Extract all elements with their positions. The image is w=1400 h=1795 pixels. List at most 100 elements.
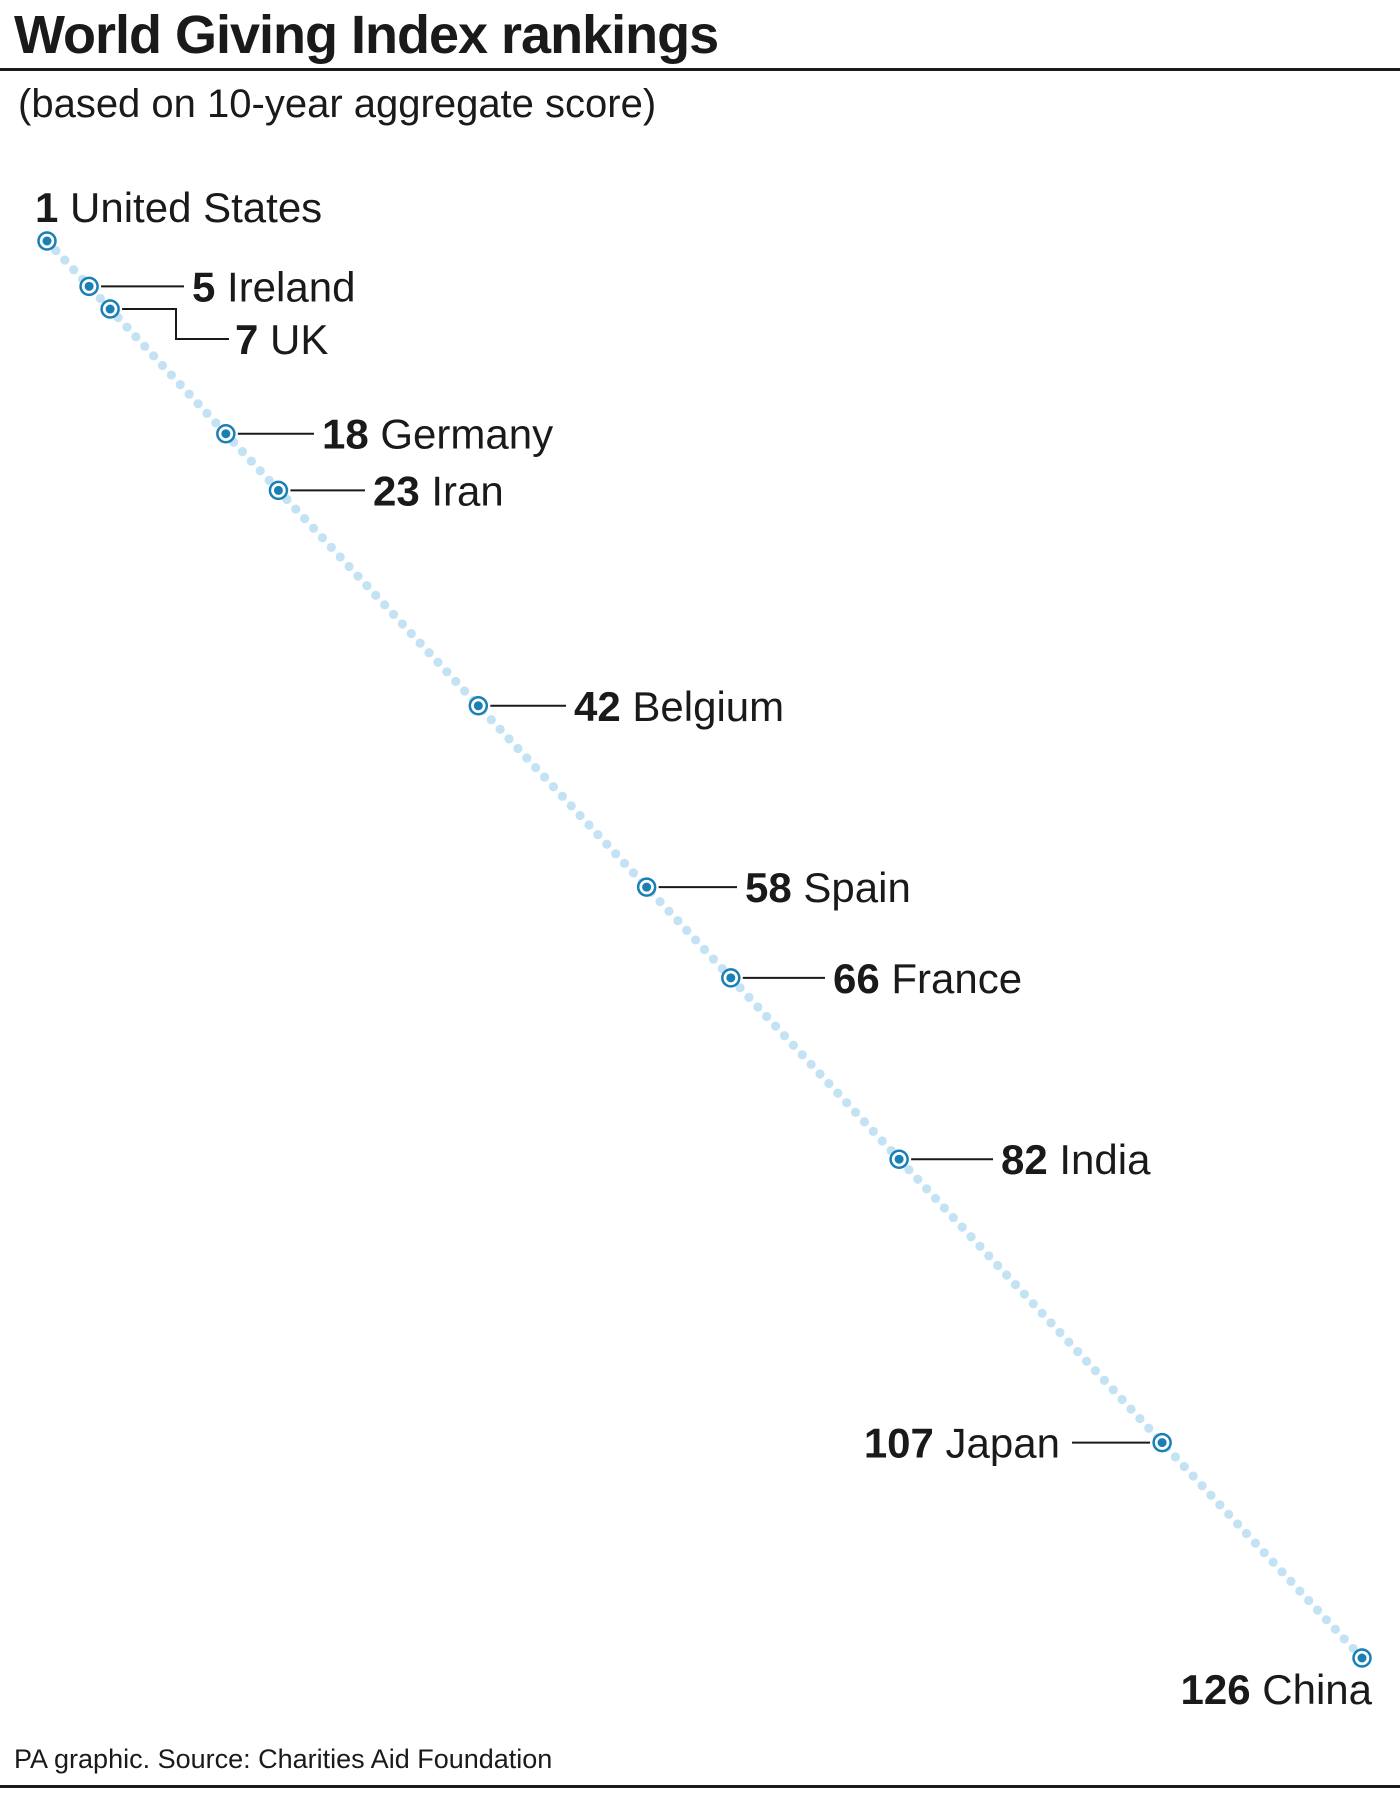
rank-label: 42 Belgium	[574, 683, 784, 730]
trail-dot	[1259, 1548, 1269, 1558]
trail-dot	[424, 648, 434, 658]
trail-dot	[415, 638, 425, 648]
trail-dot	[1233, 1519, 1243, 1529]
trail-dot	[1170, 1452, 1181, 1462]
trail-dot	[788, 1040, 798, 1050]
trail-dot	[815, 1069, 825, 1079]
trail-dot	[326, 542, 336, 552]
trail-dot	[1197, 1481, 1207, 1491]
connector-line	[122, 308, 229, 340]
country-name: France	[880, 955, 1022, 1002]
trail-dot	[753, 1002, 763, 1012]
trail-dot	[708, 954, 718, 964]
trail-dot	[557, 791, 567, 801]
trail-dot	[1312, 1605, 1323, 1615]
chart-subtitle: (based on 10-year aggregate score)	[18, 82, 657, 126]
trail-dot	[140, 341, 150, 351]
trail-dot	[451, 676, 461, 687]
trail-dot	[1241, 1528, 1252, 1539]
trail-dot	[1126, 1404, 1136, 1414]
rank-label: 66 France	[833, 955, 1022, 1002]
country-name: United States	[58, 184, 322, 231]
trail-dot	[628, 868, 639, 878]
trail-dot	[60, 255, 70, 265]
trail-dot	[1215, 1500, 1225, 1510]
chart-title: World Giving Index rankings	[14, 5, 719, 65]
trail-dot	[939, 1203, 949, 1213]
trail-dot	[1268, 1557, 1278, 1567]
trail-dot	[175, 380, 185, 390]
trail-dot	[948, 1212, 958, 1223]
trail-dot	[548, 782, 559, 792]
rank-number: 1	[35, 184, 58, 231]
trail-dot	[1206, 1490, 1216, 1500]
trail-dot	[1108, 1385, 1118, 1395]
trail-dot	[824, 1078, 834, 1089]
trail-dot	[842, 1098, 852, 1108]
trail-dot	[1037, 1308, 1047, 1318]
trail-dot	[664, 906, 674, 916]
trail-dot	[513, 743, 523, 754]
trail-dot	[406, 628, 416, 639]
trail-dot	[433, 657, 443, 667]
footer-divider	[0, 1785, 1400, 1788]
rank-label: 126 China	[1181, 1666, 1373, 1713]
rank-label: 18 Germany	[322, 411, 553, 458]
country-name: China	[1251, 1666, 1373, 1713]
rank-marker-core	[642, 882, 652, 892]
trail-dot	[584, 820, 594, 830]
trail-dot	[166, 370, 176, 380]
rank-markers	[37, 231, 1372, 1668]
trail-dot	[975, 1241, 985, 1251]
trail-dot	[1028, 1299, 1038, 1309]
trail-dot	[966, 1232, 976, 1242]
trail-dot	[682, 925, 692, 935]
trail-dot	[122, 322, 132, 332]
trail-dot	[1286, 1576, 1296, 1587]
rank-number: 42	[574, 683, 621, 730]
trail-dot	[264, 475, 274, 485]
trail-dot	[699, 944, 710, 955]
country-name: Belgium	[621, 683, 784, 730]
trail-dot	[291, 504, 301, 514]
trail-dot	[371, 590, 381, 600]
trail-dot	[344, 561, 354, 572]
trail-dot	[673, 916, 683, 926]
rank-label: 7 UK	[235, 316, 328, 363]
rank-number: 126	[1181, 1666, 1251, 1713]
trail-dot	[993, 1260, 1003, 1271]
trail-dot	[1001, 1270, 1012, 1280]
rank-number: 66	[833, 955, 880, 1002]
trail-dot	[1321, 1615, 1332, 1625]
trail-dot	[1046, 1318, 1056, 1328]
rank-number: 82	[1001, 1136, 1048, 1183]
trail-dot	[655, 897, 665, 907]
trail-dot	[531, 762, 541, 773]
trail-dot	[806, 1059, 816, 1069]
trail-dot	[1250, 1538, 1260, 1548]
trail-dot	[1144, 1423, 1154, 1433]
trail-dot	[913, 1174, 923, 1184]
trail-dot	[922, 1184, 932, 1194]
trail-dot	[1010, 1280, 1021, 1290]
rank-marker-core	[1357, 1653, 1367, 1663]
trail-dot	[566, 801, 576, 811]
trail-dot	[1295, 1586, 1305, 1596]
trail-dot	[1339, 1634, 1349, 1644]
trail-dot	[300, 514, 310, 524]
trail-dot	[779, 1031, 790, 1041]
trail-dot	[149, 351, 159, 361]
trail-dot	[504, 734, 514, 744]
trail-dot	[1179, 1461, 1189, 1472]
trail-dot	[735, 983, 745, 993]
label-connectors	[101, 285, 1151, 1444]
source-note: PA graphic. Source: Charities Aid Founda…	[14, 1744, 553, 1774]
country-name: Iran	[420, 467, 504, 514]
trail-dot	[202, 408, 212, 418]
rank-marker-core	[726, 973, 736, 983]
trail-dot	[460, 686, 470, 696]
trail-dot	[335, 552, 345, 562]
rank-marker-core	[105, 304, 115, 314]
trail-dot	[388, 609, 399, 619]
